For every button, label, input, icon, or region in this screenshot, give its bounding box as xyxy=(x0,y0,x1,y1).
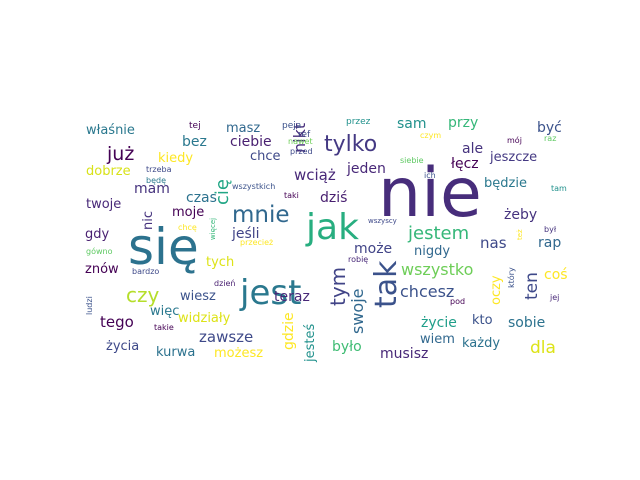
word-masz: masz xyxy=(226,121,261,136)
word-lecz: łęcz xyxy=(451,156,479,172)
word-bede: będę xyxy=(146,176,166,185)
word-czy: czy xyxy=(126,283,160,307)
word-dzis: dziś xyxy=(320,190,348,206)
word-zeby: żeby xyxy=(504,207,538,223)
word-nie: nie xyxy=(378,154,482,233)
word-znow: znów xyxy=(85,262,119,277)
word-tej: tej xyxy=(189,121,201,131)
word-twoje: twoje xyxy=(86,197,122,212)
word-gdzie: gdzie xyxy=(281,312,297,350)
word-takie: takie xyxy=(154,323,174,332)
word-sam: sam xyxy=(397,116,427,132)
word-kiedy: kiedy xyxy=(158,151,194,166)
word-moj: mój xyxy=(507,136,522,145)
word-mnie: mnie xyxy=(232,202,290,228)
word-jest: jest xyxy=(240,273,302,313)
word-wszyscy: wszyscy xyxy=(368,217,397,225)
word-tez: też xyxy=(516,229,524,240)
word-siebie: siebie xyxy=(400,156,424,165)
word-mam: mam xyxy=(134,181,170,197)
word-jeszcze: jeszcze xyxy=(490,150,538,165)
word-widzialy: widziały xyxy=(178,311,231,326)
word-nas: nas xyxy=(480,234,507,252)
word-zawsze: zawsze xyxy=(199,328,254,346)
word-jestes: jesteś xyxy=(303,323,318,362)
word-tam: tam xyxy=(551,184,567,193)
word-gdy: gdy xyxy=(85,227,110,242)
word-wciaz: wciąż xyxy=(294,166,336,184)
word-moze: może xyxy=(354,241,393,257)
word-zycia: życia xyxy=(106,339,140,354)
word-jestem: jestem xyxy=(408,223,470,244)
word-wiec: więc xyxy=(150,304,180,319)
word-tego: tego xyxy=(100,313,134,331)
word-wiem: wiem xyxy=(420,332,455,347)
word-czym: czym xyxy=(420,131,442,140)
word-dla: dla xyxy=(530,338,556,358)
word-jesli: jeśli xyxy=(232,226,260,242)
word-ktory: który xyxy=(507,267,516,288)
word-czas: czas xyxy=(186,190,217,206)
word-wiesz: wiesz xyxy=(180,289,216,304)
word-bylo: było xyxy=(332,339,362,355)
word-przeciez: przecież xyxy=(240,238,274,247)
word-oczy: oczy xyxy=(489,275,504,305)
word-bedzie: będzie xyxy=(484,176,527,191)
word-ref: ref xyxy=(298,130,311,140)
word-chcesz: chcesz xyxy=(400,282,455,301)
word-musisz: musisz xyxy=(380,346,429,362)
word-juz: już xyxy=(107,143,135,165)
word-ciebie: ciebie xyxy=(230,134,272,150)
word-kurwa: kurwa xyxy=(156,345,196,360)
word-nawet: nawet xyxy=(288,137,313,146)
word-taki: taki xyxy=(284,191,299,200)
word-wlasnie: właśnie xyxy=(86,123,135,138)
word-robie: robię xyxy=(348,255,369,264)
word-pod: pod xyxy=(450,297,466,306)
word-chce: chce xyxy=(250,149,281,164)
word-mozesz: możesz xyxy=(214,346,264,361)
word-teraz: teraz xyxy=(274,289,310,305)
word-przez: przez xyxy=(346,117,371,127)
word-rap: rap xyxy=(538,235,562,251)
word-trzeba: trzeba xyxy=(146,165,172,174)
word-nic: nic xyxy=(141,211,156,230)
word-byc: być xyxy=(537,120,562,136)
word-kto: kto xyxy=(472,313,493,328)
word-tym: tym xyxy=(326,266,350,306)
word-jej: jej xyxy=(550,293,560,302)
word-byl: był xyxy=(544,225,557,234)
word-wiecej: więcej xyxy=(209,217,217,240)
word-ich: ich xyxy=(424,171,436,180)
word-sie: się xyxy=(128,218,199,276)
word-sobie: sobie xyxy=(508,315,546,331)
word-dobrze: dobrze xyxy=(86,164,131,179)
word-cos: coś xyxy=(544,267,568,283)
word-ten: ten xyxy=(522,272,542,300)
word-zycie: życie xyxy=(421,315,457,331)
word-tylko: tylko xyxy=(324,132,378,157)
word-jak: jak xyxy=(306,207,359,248)
word-peja: peja xyxy=(282,121,302,131)
word-moje: moje xyxy=(172,205,205,220)
word-przy: przy xyxy=(448,115,479,131)
word-wszystkich: wszystkich xyxy=(232,182,276,191)
word-ale: ale xyxy=(462,141,484,157)
word-przed: przed xyxy=(290,147,313,156)
word-bardzo: bardzo xyxy=(132,267,160,276)
word-chce-small: chcę xyxy=(178,223,197,232)
word-gowno: gówno xyxy=(86,247,113,256)
word-jeden: jeden xyxy=(347,161,386,177)
word-tych: tych xyxy=(206,255,235,270)
word-tak: tak xyxy=(369,260,404,308)
word-dzien: dzień xyxy=(214,279,236,288)
word-ludzi: ludzi xyxy=(85,296,94,315)
word-bez: bez xyxy=(182,134,207,150)
word-wszystko: wszystko xyxy=(401,260,474,279)
word-kazdy: każdy xyxy=(462,336,501,351)
word-swoje: swoje xyxy=(348,288,367,335)
word-nigdy: nigdy xyxy=(414,244,451,259)
word-raz: raz xyxy=(544,134,557,143)
